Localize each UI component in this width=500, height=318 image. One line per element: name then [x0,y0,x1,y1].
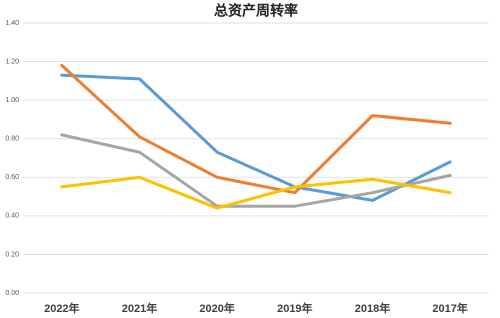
x-tick-label: 2018年 [355,301,390,315]
x-tick-label: 2020年 [199,301,234,315]
x-tick-label: 2019年 [277,301,312,315]
chart-title: 总资产周转率 [214,3,298,19]
y-tick-label: 0.00 [5,290,19,297]
x-tick-label: 2022年 [44,301,79,315]
y-tick-label: 1.20 [5,58,19,65]
x-tick-label: 2021年 [122,301,157,315]
series-line [60,73,452,202]
y-tick-label: 1.40 [5,20,19,27]
y-tick-label: 1.00 [5,97,19,104]
x-tick-label: 2017年 [432,301,467,315]
y-tick-label: 0.60 [5,174,19,181]
y-tick-label: 0.80 [5,136,19,143]
series-line [60,63,452,195]
series-line [60,175,452,210]
series-line [60,133,452,208]
y-tick-label: 0.20 [5,251,19,258]
y-tick-label: 0.40 [5,213,19,220]
